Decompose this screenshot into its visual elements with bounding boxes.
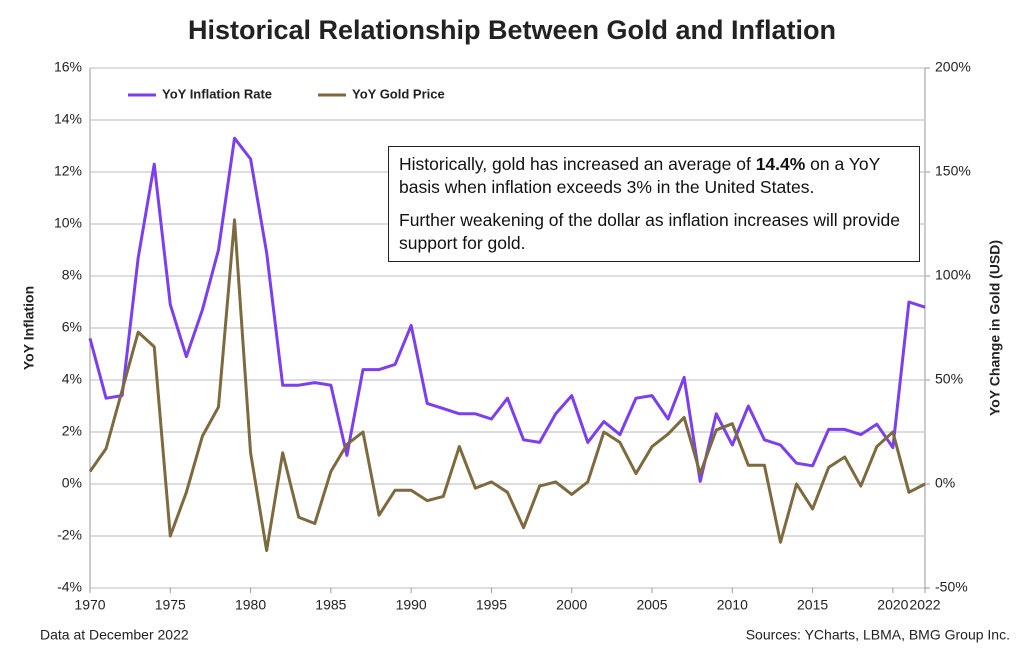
x-tick-label: 2005 [636,597,667,613]
annotation-text: Historically, gold has increased an aver… [399,153,909,199]
annotation-highlight: 14.4% [755,154,806,174]
annotation-text: Further weakening of the dollar as infla… [399,210,900,253]
y2-tick-label: 0% [935,475,955,491]
annotation-text: Historically, gold has increased an aver… [399,154,756,174]
y-tick-label: -4% [57,579,82,595]
y-tick-label: 12% [54,163,82,179]
x-tick-label: 2010 [717,597,748,613]
x-tick-label: 1985 [315,597,346,613]
y-tick-label: 2% [62,423,82,439]
y-tick-label: 0% [62,475,82,491]
y-tick-label: 6% [62,319,82,335]
y-axis-label: YoY Inflation [21,286,37,370]
y2-axis-label: YoY Change in Gold (USD) [987,240,1003,416]
y-tick-label: -2% [57,527,82,543]
y2-tick-label: 100% [935,267,971,283]
y-tick-label: 16% [54,59,82,75]
x-tick-label: 1970 [74,597,105,613]
y-tick-label: 14% [54,111,82,127]
legend-label: YoY Inflation Rate [162,86,272,101]
series-line [88,136,926,483]
y-tick-label: 10% [54,215,82,231]
series-line [88,218,926,553]
x-tick-label: 2022 [909,597,940,613]
x-tick-label: 1990 [396,597,427,613]
footnote: Data at December 2022 [40,627,189,643]
annotation-box: Historically, gold has increased an aver… [388,146,920,262]
y2-tick-label: 200% [935,59,971,75]
y-tick-label: 8% [62,267,82,283]
x-tick-label: 2020 [877,597,908,613]
source: Sources: YCharts, LBMA, BMG Group Inc. [746,627,1010,643]
y-tick-label: 4% [62,371,82,387]
annotation-text: on a YoY basis when inflation exceeds 3%… [399,154,880,197]
legend-label: YoY Gold Price [352,86,445,101]
x-tick-label: 2000 [556,597,587,613]
x-tick-label: 1980 [235,597,266,613]
x-tick-label: 1975 [155,597,186,613]
x-tick-label: 1995 [476,597,507,613]
y2-tick-label: -50% [935,579,968,595]
y2-tick-label: 150% [935,163,971,179]
chart-title: Historical Relationship Between Gold and… [188,15,836,45]
y2-tick-label: 50% [935,371,963,387]
x-tick-label: 2015 [797,597,828,613]
